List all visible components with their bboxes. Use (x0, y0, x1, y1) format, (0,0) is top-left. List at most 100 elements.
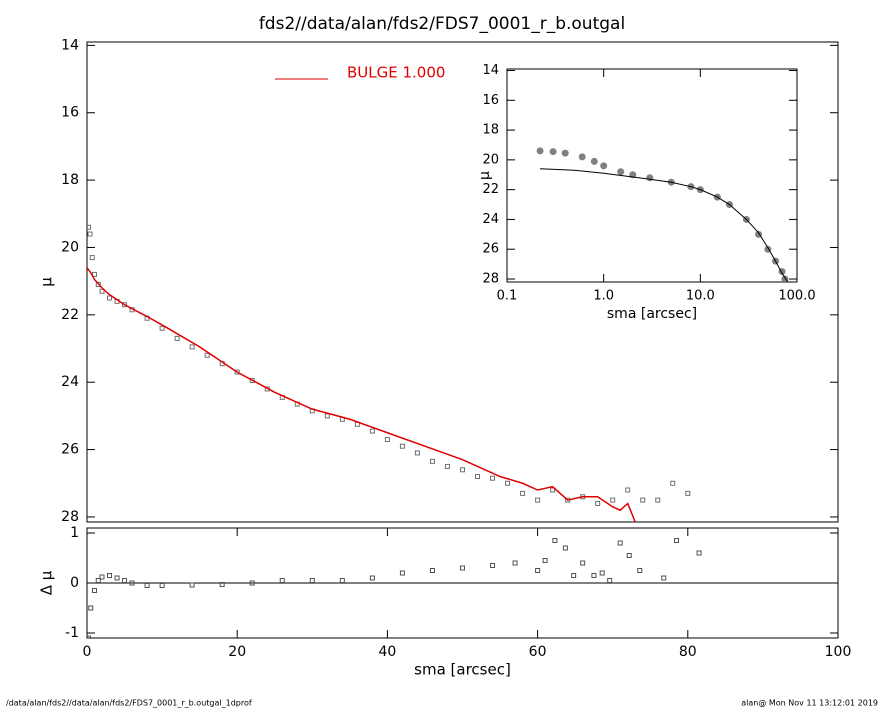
y-tick-label: 24 (61, 374, 79, 390)
y-tick-label: 24 (482, 212, 499, 227)
data-point (189, 582, 195, 588)
y-tick-label: 28 (61, 509, 79, 525)
data-point (369, 575, 375, 581)
y-tick-label: 14 (61, 37, 79, 53)
x-tick-label: 10.0 (686, 289, 715, 304)
data-point (460, 467, 465, 473)
data-point (580, 560, 586, 566)
data-point (661, 575, 667, 581)
data-point (637, 568, 643, 573)
x-tick-label: 100 (825, 644, 852, 660)
data-point (561, 149, 569, 157)
plot-area (87, 538, 702, 638)
data-point (685, 490, 691, 496)
data-point (234, 369, 240, 375)
y-tick-label: 14 (482, 63, 499, 78)
data-point (674, 538, 680, 543)
data-point (490, 475, 496, 481)
x-tick-label: 60 (529, 644, 547, 660)
data-point (88, 605, 94, 611)
y-axis-label: μ (38, 277, 56, 287)
data-point (600, 162, 608, 170)
data-point (607, 578, 613, 583)
data-point (279, 578, 285, 583)
data-point (475, 474, 481, 480)
data-point (429, 568, 435, 573)
data-point (520, 490, 526, 496)
data-point (129, 580, 135, 586)
y-tick-label: 20 (482, 152, 499, 167)
plot-area (536, 147, 789, 282)
data-point (159, 325, 165, 331)
data-point (490, 563, 496, 568)
data-point (617, 540, 623, 546)
plot-frame (506, 68, 798, 283)
data-point (249, 580, 255, 586)
x-tick-label: 0.1 (497, 289, 518, 304)
data-point (107, 295, 113, 301)
data-point (89, 255, 95, 261)
data-point (95, 282, 101, 288)
data-point (552, 538, 558, 543)
data-point (87, 635, 92, 638)
data-point (591, 573, 597, 578)
data-point (505, 480, 511, 486)
data-point (646, 174, 654, 182)
y-tick-label: 26 (61, 442, 79, 458)
data-point (512, 560, 518, 566)
x-axis-label: sma [arcsec] (607, 306, 697, 322)
data-point (324, 413, 330, 419)
y-tick-label: 16 (482, 93, 499, 108)
data-point (99, 288, 105, 294)
y-axis-label: Δ μ (38, 570, 56, 595)
data-point (189, 344, 195, 350)
data-point (571, 573, 577, 578)
data-point (87, 231, 93, 237)
y-tick-label: 16 (61, 105, 79, 121)
data-point (670, 480, 676, 486)
data-point (599, 570, 605, 576)
data-point (369, 428, 375, 434)
y-tick-label: 20 (61, 239, 79, 255)
x-tick-label: 0 (83, 644, 92, 660)
data-point (626, 553, 632, 558)
footer-left: /data/alan/fds2//data/alan/fds2/FDS7_000… (6, 699, 252, 708)
data-point (617, 168, 625, 176)
y-tick-label: 22 (482, 182, 499, 197)
x-tick-label: 20 (228, 644, 246, 660)
data-point (610, 497, 616, 503)
data-point (144, 583, 150, 588)
model-line (540, 168, 789, 282)
data-point (309, 578, 315, 583)
data-point (92, 588, 98, 593)
data-point (204, 352, 210, 358)
data-point (535, 568, 541, 573)
y-tick-label: 18 (61, 172, 79, 188)
data-point (535, 497, 541, 503)
x-tick-label: 100.0 (778, 289, 815, 304)
data-point (696, 550, 702, 556)
data-point (99, 574, 105, 580)
y-tick-label: 1 (70, 525, 79, 541)
data-point (625, 487, 631, 493)
data-point (219, 582, 225, 587)
data-point (159, 583, 165, 588)
data-point (460, 565, 465, 571)
data-point (550, 487, 556, 493)
data-point (536, 147, 544, 155)
data-point (549, 148, 557, 156)
y-tick-label: 18 (482, 123, 499, 138)
y-tick-label: -1 (65, 625, 79, 641)
data-point (399, 443, 405, 449)
data-point (542, 558, 548, 563)
y-axis-label: μ (477, 171, 493, 180)
plot-frame (86, 41, 839, 523)
x-axis-label: sma [arcsec] (414, 661, 511, 679)
plot-area (87, 224, 691, 522)
data-point (414, 450, 420, 456)
x-tick-label: 1.0 (593, 289, 614, 304)
footer-right: alan@ Mon Nov 11 13:12:01 2019 (741, 699, 878, 708)
data-point (114, 575, 120, 581)
legend-label: BULGE 1.000 (347, 64, 445, 82)
